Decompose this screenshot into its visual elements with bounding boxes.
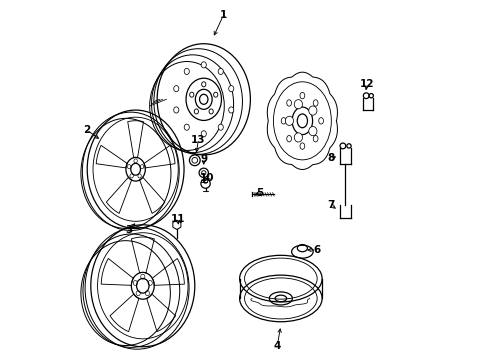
Ellipse shape: [201, 62, 206, 68]
Polygon shape: [152, 258, 184, 285]
Ellipse shape: [309, 126, 317, 136]
Ellipse shape: [281, 118, 286, 124]
Ellipse shape: [184, 124, 189, 130]
Text: 13: 13: [191, 135, 206, 145]
Ellipse shape: [313, 100, 318, 106]
Polygon shape: [131, 237, 154, 273]
Ellipse shape: [174, 107, 179, 113]
Polygon shape: [101, 258, 133, 285]
Ellipse shape: [229, 107, 234, 113]
Text: 11: 11: [171, 215, 185, 224]
Ellipse shape: [285, 116, 294, 125]
Text: 4: 4: [273, 341, 281, 351]
Ellipse shape: [300, 93, 305, 99]
Text: 1: 1: [220, 10, 227, 20]
Ellipse shape: [229, 86, 234, 92]
Ellipse shape: [309, 106, 317, 115]
Ellipse shape: [218, 68, 223, 75]
Ellipse shape: [313, 135, 318, 142]
Ellipse shape: [294, 100, 302, 109]
Ellipse shape: [294, 133, 302, 142]
Text: 9: 9: [200, 154, 207, 164]
Ellipse shape: [174, 86, 179, 92]
Text: 8: 8: [327, 153, 335, 163]
Text: 6: 6: [313, 245, 320, 255]
Ellipse shape: [201, 131, 206, 137]
Ellipse shape: [287, 135, 292, 142]
Text: 10: 10: [200, 173, 215, 183]
Ellipse shape: [300, 143, 305, 149]
Ellipse shape: [287, 100, 292, 106]
Ellipse shape: [218, 124, 223, 130]
Polygon shape: [147, 294, 175, 332]
Text: 5: 5: [256, 188, 263, 198]
Text: 3: 3: [125, 225, 132, 235]
Ellipse shape: [318, 118, 323, 124]
Ellipse shape: [184, 68, 189, 75]
Text: 7: 7: [327, 200, 335, 210]
Polygon shape: [110, 294, 139, 332]
Text: 12: 12: [360, 79, 374, 89]
Text: 2: 2: [83, 125, 90, 135]
